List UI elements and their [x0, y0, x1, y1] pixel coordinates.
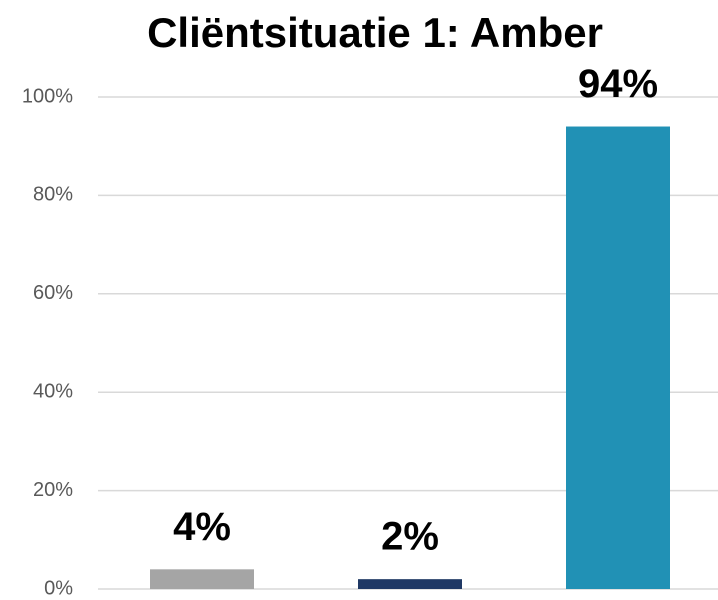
y-tick-label: 20%	[33, 479, 73, 501]
bar	[150, 569, 254, 589]
y-tick-label: 0%	[44, 577, 73, 599]
value-label: 94%	[578, 62, 658, 106]
bar	[566, 126, 670, 590]
value-label: 4%	[173, 505, 231, 549]
y-tick-label: 80%	[33, 184, 73, 206]
y-tick-label: 40%	[33, 380, 73, 402]
y-tick-label: 60%	[33, 282, 73, 304]
y-tick-label: 100%	[22, 85, 73, 107]
value-label: 2%	[381, 515, 439, 559]
chart-title: Cliëntsituatie 1: Amber	[147, 9, 603, 56]
bar	[358, 579, 462, 589]
